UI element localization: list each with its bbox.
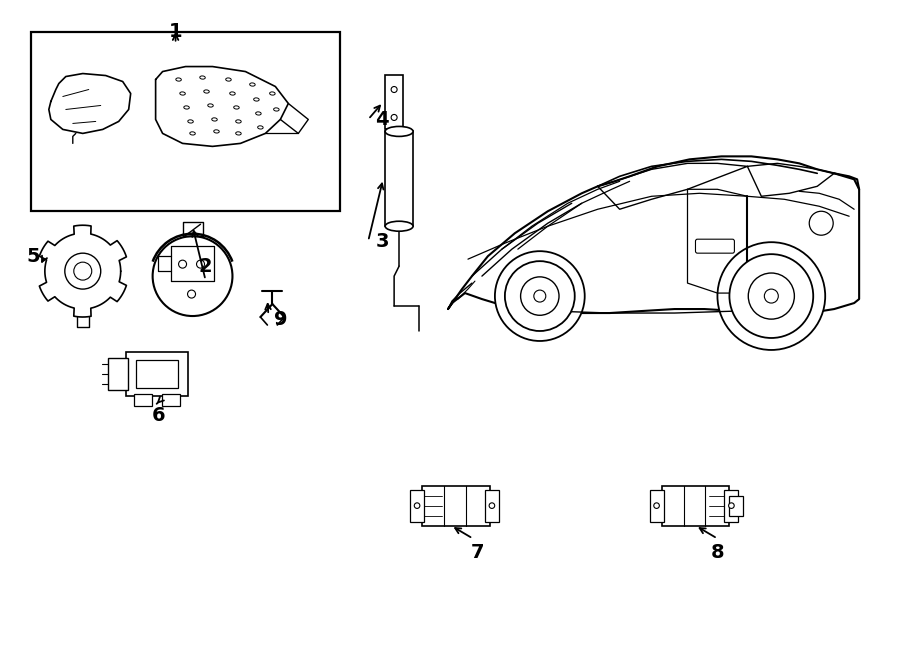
Bar xyxy=(385,75,403,130)
Ellipse shape xyxy=(180,92,185,95)
Circle shape xyxy=(392,87,397,93)
Text: 7: 7 xyxy=(472,543,485,562)
Bar xyxy=(410,490,424,522)
Text: 8: 8 xyxy=(711,543,724,562)
Ellipse shape xyxy=(236,132,241,135)
Circle shape xyxy=(414,503,420,508)
Circle shape xyxy=(392,114,397,120)
Ellipse shape xyxy=(270,92,275,95)
FancyBboxPatch shape xyxy=(696,239,734,253)
Ellipse shape xyxy=(212,118,217,121)
Circle shape xyxy=(717,242,825,350)
Ellipse shape xyxy=(203,90,210,93)
Bar xyxy=(126,352,187,396)
Ellipse shape xyxy=(184,106,189,109)
Circle shape xyxy=(520,277,559,315)
Ellipse shape xyxy=(200,76,205,79)
Bar xyxy=(108,358,128,390)
Circle shape xyxy=(729,503,734,508)
Polygon shape xyxy=(448,157,860,313)
Bar xyxy=(31,32,340,212)
Text: 2: 2 xyxy=(199,256,212,276)
Ellipse shape xyxy=(254,98,259,101)
Circle shape xyxy=(653,503,660,508)
Text: 5: 5 xyxy=(26,247,40,266)
Text: 9: 9 xyxy=(274,309,287,329)
Ellipse shape xyxy=(236,120,241,123)
Bar xyxy=(385,132,413,226)
Ellipse shape xyxy=(208,104,213,107)
Bar xyxy=(422,486,490,525)
Ellipse shape xyxy=(176,78,181,81)
Bar xyxy=(662,486,729,525)
Bar xyxy=(485,490,499,522)
Ellipse shape xyxy=(385,221,413,231)
Circle shape xyxy=(187,290,195,298)
Ellipse shape xyxy=(188,120,194,123)
Circle shape xyxy=(764,289,778,303)
Circle shape xyxy=(505,261,575,331)
Bar xyxy=(650,490,663,522)
Circle shape xyxy=(489,503,495,508)
Circle shape xyxy=(74,262,92,280)
Ellipse shape xyxy=(256,112,261,115)
Circle shape xyxy=(495,251,585,341)
Bar xyxy=(724,490,738,522)
Bar xyxy=(134,394,151,406)
Circle shape xyxy=(153,236,232,316)
Circle shape xyxy=(534,290,545,302)
Text: 1: 1 xyxy=(169,22,183,41)
Bar xyxy=(162,394,180,406)
Bar xyxy=(729,496,743,516)
Bar xyxy=(136,360,177,388)
Circle shape xyxy=(65,253,101,289)
Ellipse shape xyxy=(234,106,239,109)
Text: 3: 3 xyxy=(375,232,389,251)
Ellipse shape xyxy=(226,78,231,81)
Circle shape xyxy=(196,260,204,268)
Polygon shape xyxy=(40,225,126,317)
Circle shape xyxy=(809,212,833,235)
Circle shape xyxy=(748,273,795,319)
Polygon shape xyxy=(156,67,288,146)
Ellipse shape xyxy=(249,83,256,86)
Ellipse shape xyxy=(274,108,279,111)
Text: 6: 6 xyxy=(152,407,166,425)
Ellipse shape xyxy=(214,130,220,133)
Circle shape xyxy=(729,254,814,338)
Ellipse shape xyxy=(385,126,413,136)
Ellipse shape xyxy=(190,132,195,135)
Circle shape xyxy=(178,260,186,268)
Ellipse shape xyxy=(257,126,263,129)
Ellipse shape xyxy=(230,92,235,95)
Text: 4: 4 xyxy=(375,110,389,129)
